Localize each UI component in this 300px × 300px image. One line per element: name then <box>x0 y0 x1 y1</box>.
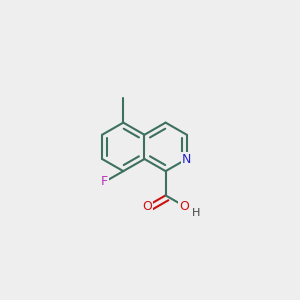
Text: O: O <box>179 200 189 213</box>
Text: F: F <box>101 175 108 188</box>
Text: H: H <box>192 208 200 218</box>
Text: N: N <box>182 152 191 166</box>
Text: O: O <box>142 200 152 213</box>
